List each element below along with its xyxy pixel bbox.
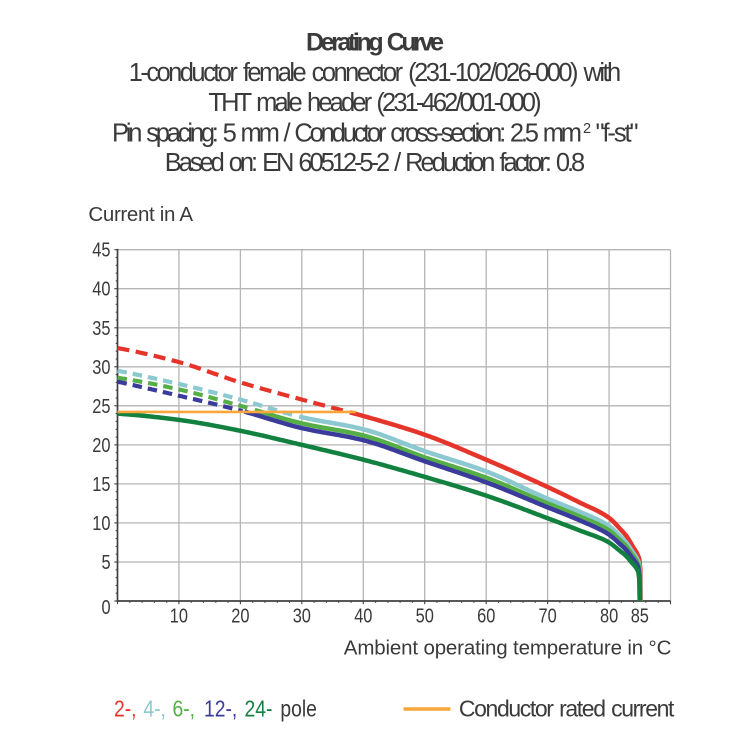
svg-text:30: 30 bbox=[293, 604, 311, 627]
svg-text:15: 15 bbox=[92, 472, 110, 495]
svg-text:Conductor rated current: Conductor rated current bbox=[459, 695, 675, 721]
svg-text:Derating Curve: Derating Curve bbox=[306, 28, 444, 56]
svg-text:10: 10 bbox=[170, 604, 188, 627]
svg-text:6-,: 6-, bbox=[173, 697, 196, 722]
svg-text:1-conductor female connector (: 1-conductor female connector (231-102/02… bbox=[129, 59, 621, 87]
svg-text:85: 85 bbox=[631, 604, 649, 627]
svg-text:Current in A: Current in A bbox=[88, 203, 193, 226]
svg-text:25: 25 bbox=[92, 394, 110, 417]
svg-text:Based on: EN 60512-5-2 / Reduc: Based on: EN 60512-5-2 / Reduction facto… bbox=[165, 149, 585, 177]
svg-text:THT male header (231-462/001-0: THT male header (231-462/001-000) bbox=[208, 89, 541, 117]
svg-text:20: 20 bbox=[92, 433, 110, 456]
svg-text:10: 10 bbox=[92, 511, 110, 534]
svg-text:20: 20 bbox=[231, 604, 249, 627]
svg-text:24-: 24- bbox=[245, 697, 273, 722]
svg-text:50: 50 bbox=[416, 604, 434, 627]
svg-text:Pin spacing: 5 mm / Conductor: Pin spacing: 5 mm / Conductor cross-sect… bbox=[112, 119, 582, 147]
svg-text:80: 80 bbox=[600, 604, 618, 627]
svg-text:40: 40 bbox=[92, 277, 110, 300]
svg-text:2: 2 bbox=[583, 121, 591, 137]
svg-text:35: 35 bbox=[92, 316, 110, 339]
svg-text:"f-st": "f-st" bbox=[596, 119, 639, 147]
svg-text:30: 30 bbox=[92, 355, 110, 378]
svg-text:12-,: 12-, bbox=[204, 697, 237, 722]
svg-text:Ambient operating temperature: Ambient operating temperature in °C bbox=[344, 636, 672, 659]
svg-text:0: 0 bbox=[101, 595, 110, 618]
svg-text:pole: pole bbox=[280, 697, 316, 722]
svg-text:70: 70 bbox=[538, 604, 556, 627]
svg-text:4-,: 4-, bbox=[143, 697, 166, 722]
svg-text:45: 45 bbox=[92, 238, 110, 261]
svg-text:5: 5 bbox=[101, 550, 110, 573]
svg-text:2-,: 2-, bbox=[114, 697, 137, 722]
svg-text:60: 60 bbox=[477, 604, 495, 627]
svg-text:40: 40 bbox=[354, 604, 372, 627]
